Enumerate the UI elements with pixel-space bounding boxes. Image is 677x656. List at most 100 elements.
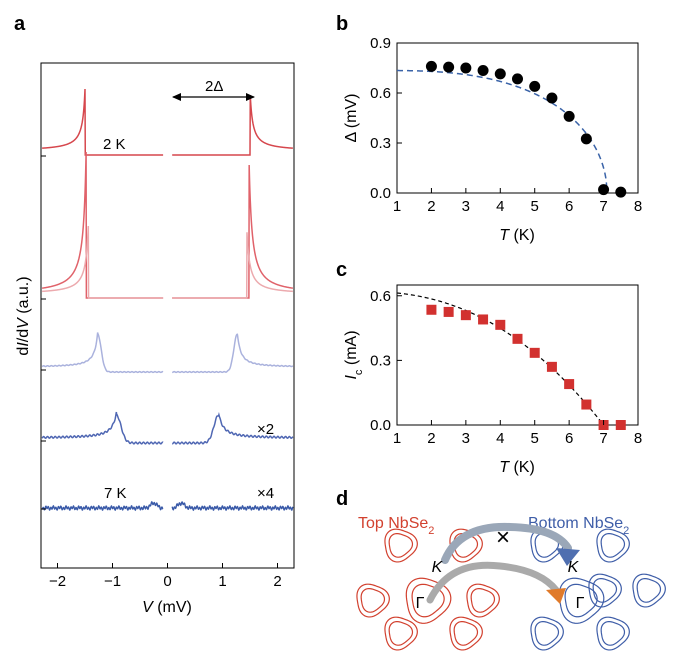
panel-c-xtick-label: 4 [496,430,504,447]
panel-a-xtick-label: −2 [49,573,66,590]
panel-b-point [443,61,455,73]
top-pocket [356,583,390,618]
panel-b-ytick-label: 0.0 [370,185,391,202]
top-pocket [466,583,500,618]
panel-c-ytick-label: 0.3 [370,352,391,369]
panel-c-xtick-label: 7 [599,430,607,447]
panel-c-chart: 1 2 3 4 5 6 7 8 0.0 0.3 0.6 T (K) Ic (mA) [343,284,642,476]
panel-b-xtick-label: 8 [634,198,642,215]
bottom-nbse2-label: Bottom NbSe2 [528,515,629,537]
gamma-to-gamma-arrow [426,561,560,604]
k-top-label: K [432,559,444,576]
panel-b-ytick-label: 0.6 [370,85,391,102]
panel-b-point [477,65,489,76]
panel-a-curve-3 [42,225,293,299]
panel-c-xtick-label: 6 [565,430,573,447]
panel-b-point [494,68,506,80]
panel-c-ytick-label: 0.0 [370,417,391,434]
panel-c-point [581,399,592,410]
panel-b-point [425,60,437,72]
top-nbse2-label: Top NbSe2 [358,515,434,537]
label-7k: 7 K [104,485,127,502]
gamma-bottom-label: Γ [576,595,585,612]
k-to-k-arrow [441,522,572,564]
panel-c-xtick-label: 8 [634,430,642,447]
panel-c-x-ticks: 1 2 3 4 5 6 7 8 [393,420,642,447]
blocked-cross: × [496,524,510,551]
top-pocket [384,616,418,651]
panel-b-ytick-label: 0.9 [370,35,391,52]
panel-c-points [426,304,626,430]
label-2k: 2 K [103,136,126,153]
panel-a-y-ticks [41,155,46,510]
panel-d-diagram: Top NbSe2 Bottom NbSe2 × K K Γ Γ [356,515,666,651]
panel-a-xlabel: V (mV) [142,599,192,616]
panel-c-point [460,310,471,321]
panel-b-xtick-label: 4 [496,198,504,215]
panel-a-curve-2 [41,151,294,299]
panel-c-ytick-label: 0.6 [370,288,391,305]
bottom-pocket [632,573,666,608]
panel-b-letter: b [336,13,348,35]
panel-a-xtick-label: 1 [218,573,226,590]
panel-c-point [478,314,489,325]
panel-c-ylabel: Ic (mA) [343,330,365,379]
panel-a-curve-4 [41,332,294,374]
bottom-pocket [596,528,630,563]
gap-label: 2Δ [205,78,223,95]
panel-a-x-ticks: −2 −1 0 1 2 [49,563,282,590]
panel-b-frame [396,42,639,194]
panel-c-point [512,333,523,344]
panel-b-xtick-label: 3 [462,198,470,215]
panel-c-xtick-label: 5 [531,430,539,447]
panel-b-xtick-label: 2 [427,198,435,215]
panel-c-xtick-label: 2 [427,430,435,447]
top-fermi-pockets [356,528,500,651]
panel-c-letter: c [336,259,347,281]
k-bottom-label: K [568,559,580,576]
panel-a-letter: a [14,13,26,35]
panel-b-point [529,80,541,92]
gamma-top-label: Γ [416,595,425,612]
panel-b-point [615,186,627,198]
panel-a-curve-6 [41,500,294,512]
panel-b-y-ticks: 0.0 0.3 0.6 0.9 [370,35,402,202]
panel-d-letter: d [336,488,348,510]
panel-b-point [546,92,558,104]
panel-c-point [443,306,454,317]
panel-a-curves [41,88,294,512]
panel-c-xlabel: T (K) [499,459,535,476]
panel-b-xtick-label: 7 [599,198,607,215]
panel-a-curve-5 [41,411,294,445]
bottom-pocket [596,616,630,651]
panel-a-xtick-label: −1 [104,573,121,590]
panel-a-ylabel: dI/dV (a.u.) [15,276,32,355]
panel-b-point [512,73,523,85]
panel-c-point [495,319,506,330]
panel-c-point [546,361,557,372]
panel-b-point [580,133,592,145]
panel-b-xtick-label: 1 [393,198,401,215]
panel-c-point [615,420,626,430]
panel-b-xtick-label: 5 [531,198,539,215]
panel-a-xtick-label: 0 [163,573,171,590]
panel-a-xtick-label: 2 [273,573,281,590]
label-times2: ×2 [257,421,274,438]
gamma-arrow-head [546,588,566,604]
k-arrow-head [556,548,580,566]
panel-c-frame [396,284,639,426]
panel-c-point [426,304,437,315]
label-times4: ×4 [257,485,274,502]
bottom-pocket [530,616,564,651]
panel-b-point [460,62,472,74]
top-pocket [384,528,418,563]
panel-b-chart: 1 2 3 4 5 6 7 8 0.0 0.3 0.6 0.9 T (K) Δ (mV) [343,35,642,244]
top-pocket [449,616,483,651]
panel-c-point [564,379,575,390]
panel-b-ytick-label: 0.3 [370,135,391,152]
panel-c-y-ticks: 0.0 0.3 0.6 [370,288,402,434]
panel-c-xtick-label: 3 [462,430,470,447]
panel-a-curve-1 [42,88,293,156]
panel-b-x-ticks: 1 2 3 4 5 6 7 8 [393,188,642,215]
